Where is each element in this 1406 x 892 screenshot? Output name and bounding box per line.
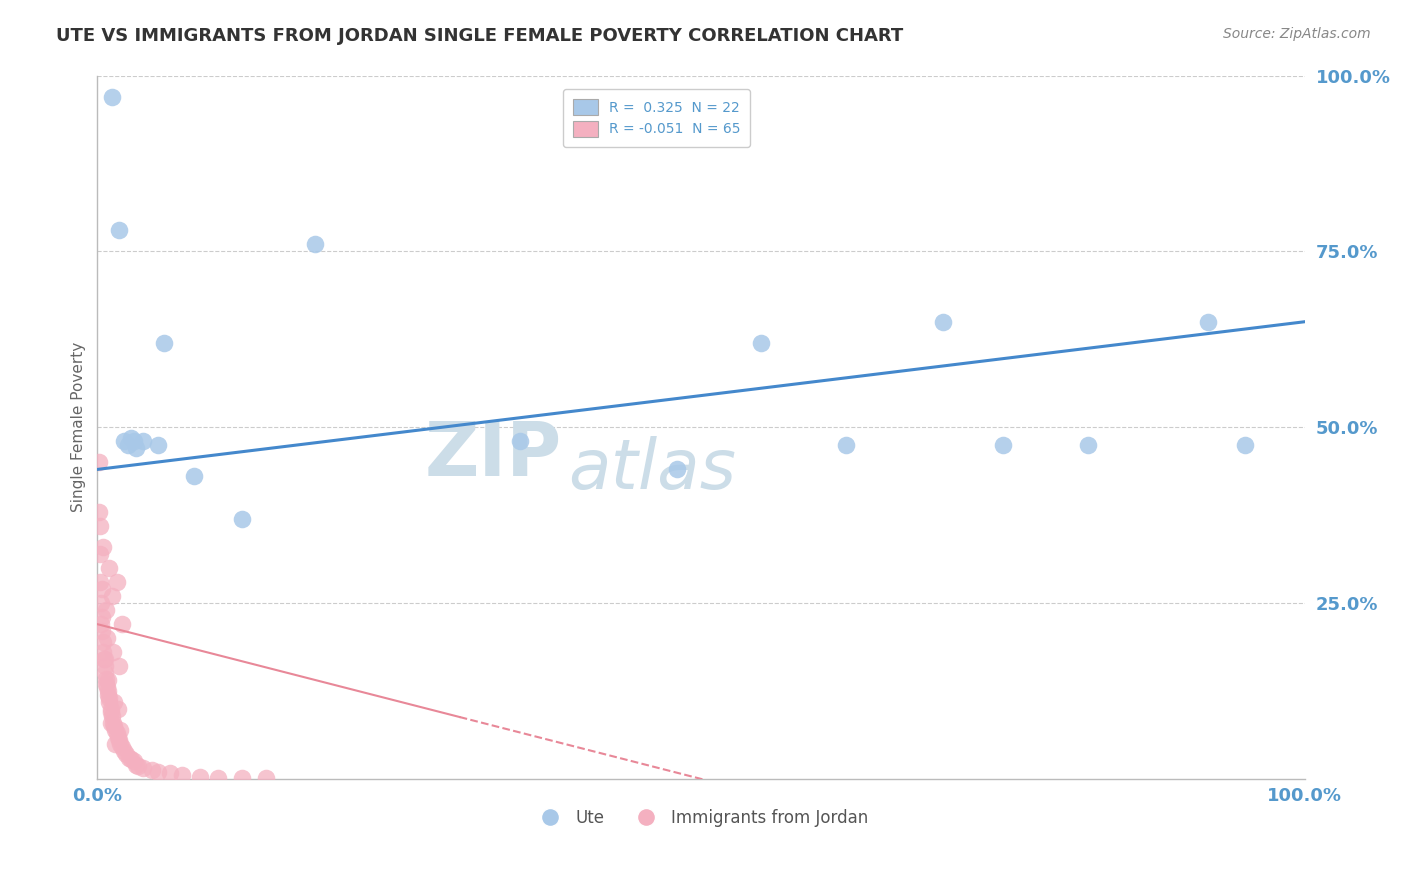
Point	[122, 434, 145, 449]
Point	[97, 673, 120, 688]
Text: atlas: atlas	[568, 436, 737, 503]
Point	[101, 89, 124, 103]
Point	[101, 708, 124, 723]
Point	[122, 755, 145, 769]
Point	[98, 694, 121, 708]
Point	[231, 771, 253, 785]
Point	[91, 634, 114, 648]
Point	[107, 730, 129, 744]
Point	[91, 624, 114, 639]
Point	[100, 705, 122, 719]
Point	[93, 659, 115, 673]
Point	[93, 652, 115, 666]
Point	[115, 747, 138, 762]
Point	[120, 752, 142, 766]
Point	[94, 666, 117, 681]
Point	[125, 757, 148, 772]
Point	[101, 589, 124, 603]
Point	[991, 438, 1014, 452]
Point	[509, 434, 531, 449]
Legend: Ute, Immigrants from Jordan: Ute, Immigrants from Jordan	[527, 803, 875, 834]
Point	[110, 737, 132, 751]
Point	[170, 768, 193, 782]
Point	[127, 759, 149, 773]
Point	[97, 691, 120, 706]
Point	[103, 719, 125, 733]
Point	[97, 688, 120, 702]
Point	[120, 431, 142, 445]
Point	[118, 751, 141, 765]
Point	[87, 455, 110, 469]
Point	[110, 617, 132, 632]
Point	[105, 726, 128, 740]
Point	[304, 237, 326, 252]
Point	[1076, 438, 1098, 452]
Point	[100, 701, 122, 715]
Point	[751, 335, 773, 350]
Point	[188, 770, 211, 784]
Point	[96, 677, 118, 691]
Point	[108, 223, 131, 237]
Point	[104, 723, 127, 737]
Point	[98, 561, 121, 575]
Point	[254, 771, 277, 785]
Point	[90, 596, 112, 610]
Point	[96, 681, 118, 695]
Point	[110, 740, 132, 755]
Point	[146, 438, 169, 452]
Point	[90, 610, 112, 624]
Point	[104, 737, 127, 751]
Point	[89, 518, 111, 533]
Point	[117, 438, 139, 452]
Point	[231, 511, 253, 525]
Text: UTE VS IMMIGRANTS FROM JORDAN SINGLE FEMALE POVERTY CORRELATION CHART: UTE VS IMMIGRANTS FROM JORDAN SINGLE FEM…	[56, 27, 904, 45]
Point	[94, 603, 117, 617]
Point	[89, 574, 111, 589]
Point	[183, 469, 205, 483]
Point	[89, 505, 111, 519]
Point	[112, 744, 135, 758]
Point	[96, 632, 118, 646]
Point	[112, 434, 135, 449]
Point	[152, 335, 174, 350]
Point	[90, 617, 112, 632]
Point	[107, 701, 129, 715]
Point	[91, 582, 114, 596]
Point	[132, 434, 155, 449]
Point	[101, 715, 124, 730]
Point	[94, 672, 117, 686]
Point	[100, 715, 122, 730]
Point	[93, 652, 115, 666]
Y-axis label: Single Female Poverty: Single Female Poverty	[72, 343, 86, 512]
Point	[1197, 315, 1219, 329]
Point	[207, 771, 229, 785]
Point	[108, 659, 131, 673]
Text: Source: ZipAtlas.com: Source: ZipAtlas.com	[1223, 27, 1371, 41]
Point	[105, 574, 128, 589]
Point	[1233, 438, 1256, 452]
Point	[103, 694, 125, 708]
Point	[93, 540, 115, 554]
Point	[146, 764, 169, 779]
Point	[108, 733, 131, 747]
Point	[125, 442, 148, 456]
Point	[97, 684, 120, 698]
Point	[89, 547, 111, 561]
Point	[835, 438, 858, 452]
Point	[110, 723, 132, 737]
Text: ZIP: ZIP	[425, 419, 562, 491]
Point	[101, 645, 124, 659]
Point	[132, 761, 155, 775]
Point	[665, 462, 688, 476]
Point	[931, 315, 953, 329]
Point	[159, 766, 181, 780]
Point	[141, 764, 163, 778]
Point	[93, 645, 115, 659]
